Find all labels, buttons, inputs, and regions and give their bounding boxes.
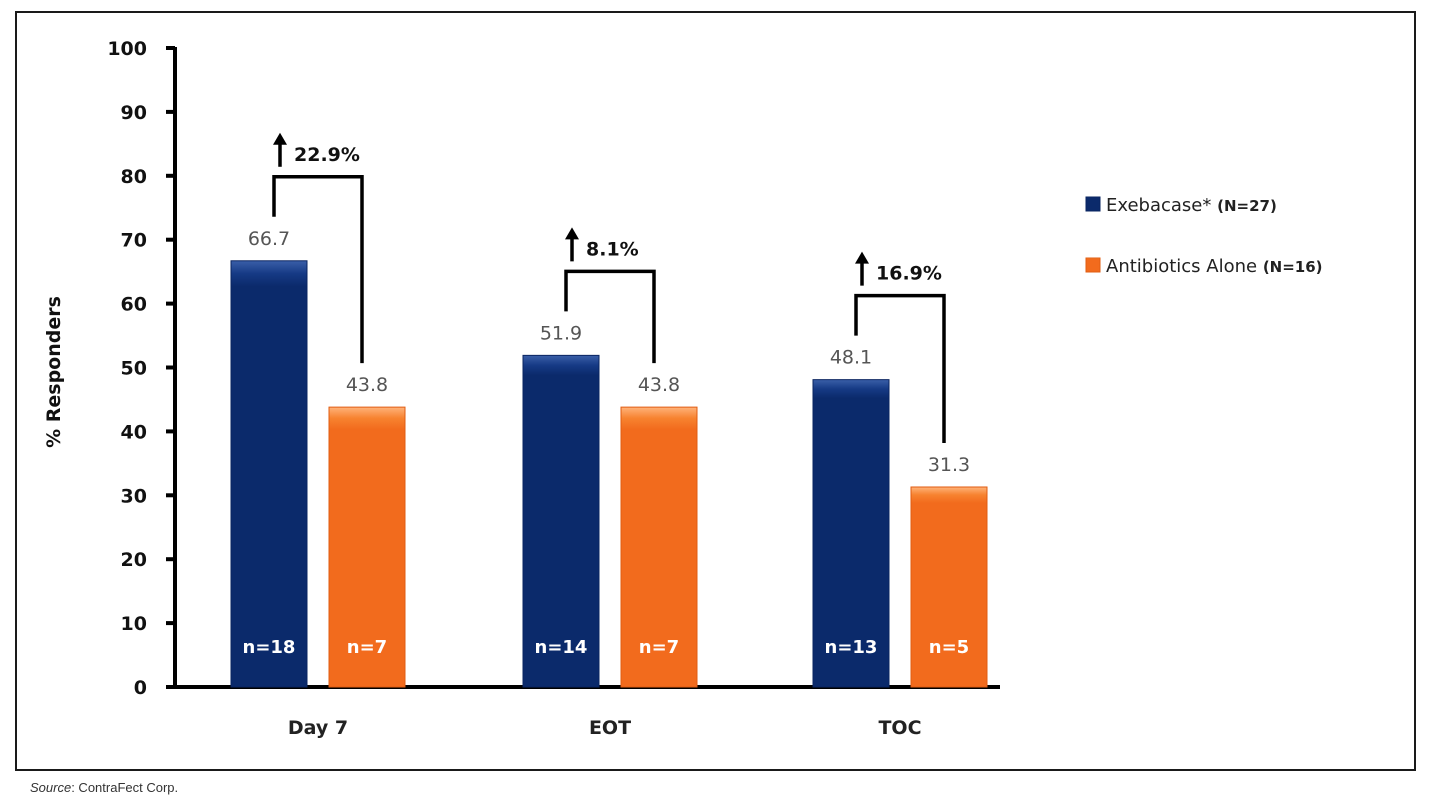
legend-series-name: Antibiotics Alone (1106, 256, 1263, 277)
bar-value-label: 43.8 (346, 374, 388, 396)
bar-exebacase-0 (230, 260, 308, 688)
difference-label: 16.9% (876, 263, 942, 285)
bar-antibiotics-2 (910, 486, 988, 688)
y-tick-label: 80 (121, 166, 147, 188)
source-label: Source (30, 780, 72, 795)
y-tick-label: 90 (121, 102, 147, 124)
legend-swatch-antibiotics (1085, 257, 1101, 273)
y-tick-label: 30 (121, 485, 147, 507)
bar-exebacase-2 (812, 379, 890, 688)
source-text: : ContraFect Corp. (71, 780, 179, 795)
bar-antibiotics-1 (620, 406, 698, 688)
up-arrow-head-icon (855, 251, 869, 264)
bar-n-label: n=18 (243, 637, 296, 658)
y-tick-label: 100 (107, 38, 147, 60)
bar-n-label: n=13 (825, 637, 878, 658)
bar-n-label: n=7 (347, 637, 387, 658)
legend-series-count: (N=16) (1263, 258, 1323, 276)
annotations: 66.7 n=18 43.8 n=7 Day 7 22.9% 51.9 n=14 43.8 n=7… (243, 132, 970, 739)
bar-exebacase-1 (522, 354, 600, 688)
bar-n-label: n=14 (535, 637, 588, 658)
up-arrow-head-icon (565, 227, 579, 240)
bars (230, 260, 988, 688)
bar-value-label: 51.9 (540, 322, 582, 344)
legend-series-count: (N=27) (1217, 197, 1277, 215)
bar-n-label: n=5 (929, 637, 969, 658)
y-tick-label: 60 (121, 294, 147, 316)
y-tick-label: 0 (134, 677, 147, 699)
y-tick-label: 70 (121, 230, 147, 252)
difference-bracket (564, 269, 656, 364)
difference-bracket (272, 175, 364, 364)
x-tick-label: TOC (878, 717, 921, 739)
bar-value-label: 43.8 (638, 374, 680, 396)
y-tick-label: 40 (121, 421, 147, 443)
y-tick-label: 20 (121, 549, 147, 571)
bar-n-label: n=7 (639, 637, 679, 658)
difference-label: 22.9% (294, 144, 360, 166)
y-tick-label: 10 (121, 613, 147, 635)
bar-value-label: 66.7 (248, 228, 290, 250)
up-arrow-head-icon (273, 132, 287, 145)
legend-label: Exebacase* (N=27) (1106, 195, 1277, 216)
legend-label: Antibiotics Alone (N=16) (1106, 256, 1323, 277)
difference-label: 8.1% (586, 238, 639, 260)
bar-value-label: 31.3 (928, 454, 970, 476)
y-tick-label: 50 (121, 358, 147, 380)
legend-swatch-exebacase (1085, 196, 1101, 212)
y-axis-label: % Responders (43, 296, 65, 448)
x-tick-label: EOT (589, 717, 631, 739)
bar-value-label: 48.1 (830, 347, 872, 369)
source-note: Source: ContraFect Corp. (30, 780, 178, 795)
difference-bracket (854, 293, 946, 443)
legend: Exebacase* (N=27) Antibiotics Alone (N=16… (1085, 195, 1323, 277)
x-tick-label: Day 7 (288, 717, 348, 739)
bar-antibiotics-0 (328, 406, 406, 688)
legend-series-name: Exebacase* (1106, 195, 1217, 216)
